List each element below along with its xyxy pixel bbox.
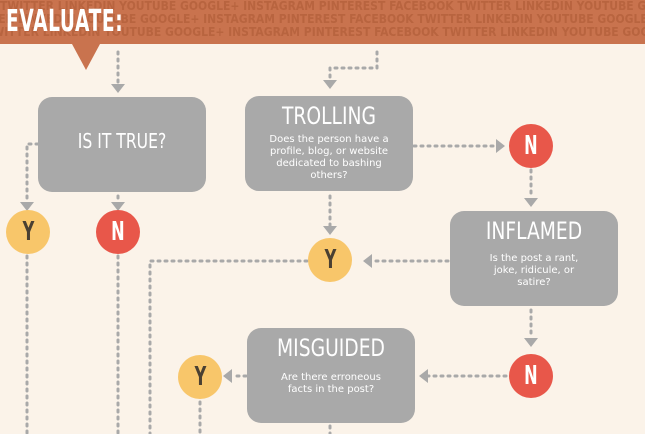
banner-background-text: TWITTER LINKEDIN YOUTUBE GOOGLE+ INSTAGR… <box>0 25 645 39</box>
arrowhead <box>20 202 34 211</box>
answer-no-circle: N <box>96 210 140 254</box>
page-title: EVALUATE: <box>6 4 124 39</box>
answer-yes-circle: Y <box>6 210 50 254</box>
arrowhead <box>323 80 337 89</box>
answer-label: N <box>524 361 538 391</box>
header-banner: TWITTER LINKEDIN YOUTUBE GOOGLE+ INSTAGR… <box>0 0 645 44</box>
connector <box>25 142 40 204</box>
node-heading: MISGUIDED <box>277 334 385 362</box>
arrowhead <box>363 254 372 268</box>
node-question: Is the post a rant, joke, ridicule, or s… <box>489 253 579 288</box>
node-heading: IS IT TRUE? <box>77 129 167 153</box>
answer-yes-circle: Y <box>178 355 222 399</box>
answer-no-circle: N <box>509 124 553 168</box>
answer-label: Y <box>324 245 336 275</box>
answer-no-circle: N <box>509 354 553 398</box>
connector <box>148 259 309 434</box>
arrowhead <box>419 369 428 383</box>
answer-yes-circle: Y <box>308 238 352 282</box>
banner-background-text: TWITTER LINKEDIN YOUTUBE GOOGLE+ INSTAGR… <box>0 12 645 26</box>
arrowhead <box>223 369 232 383</box>
arrowhead <box>496 139 505 153</box>
node-misguided: MISGUIDED Are there erroneous facts in t… <box>247 328 415 423</box>
answer-label: N <box>524 131 538 161</box>
banner-pointer <box>72 44 100 70</box>
banner-background-text: TWITTER LINKEDIN YOUTUBE GOOGLE+ INSTAGR… <box>0 0 645 13</box>
answer-label: Y <box>22 217 34 247</box>
node-inflamed: INFLAMED Is the post a rant, joke, ridic… <box>450 211 618 306</box>
node-is-it-true: IS IT TRUE? <box>38 97 206 192</box>
arrowhead <box>111 84 125 93</box>
answer-label: N <box>111 217 125 247</box>
node-question: Are there erroneous facts in the post? <box>281 372 381 395</box>
node-heading: INFLAMED <box>485 217 583 245</box>
arrowhead <box>524 198 538 207</box>
connector <box>328 50 379 82</box>
node-trolling: TROLLING Does the person have a profile,… <box>245 96 413 191</box>
arrowhead <box>111 202 125 211</box>
arrowhead <box>524 338 538 347</box>
answer-label: Y <box>194 362 206 392</box>
node-heading: TROLLING <box>281 102 377 130</box>
arrowhead <box>323 226 337 235</box>
node-question: Does the person have a profile, blog, or… <box>269 134 389 181</box>
